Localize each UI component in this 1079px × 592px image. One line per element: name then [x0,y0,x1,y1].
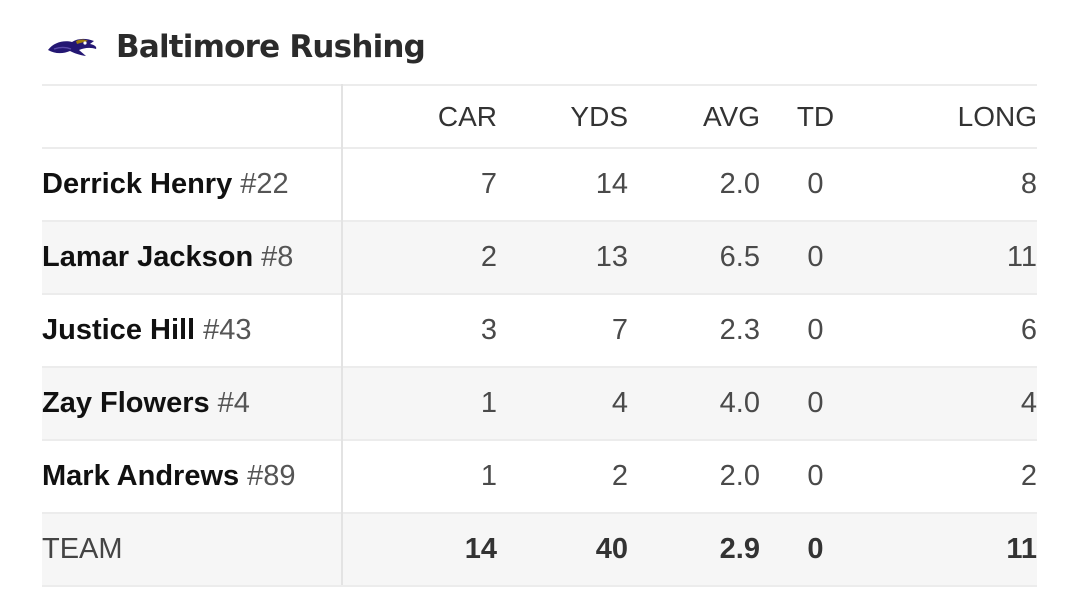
player-name-link[interactable]: Justice Hill [42,314,196,346]
player-cell[interactable]: Derrick Henry #22 [42,147,343,221]
column-header-player [42,84,343,148]
column-header-yds[interactable]: YDS [497,84,628,148]
yds-cell: 14 [497,147,628,221]
player-name-link[interactable]: Derrick Henry [42,168,233,200]
team-long-cell: 11 [847,512,1037,587]
rushing-stats-table: CAR YDS AVG TD LONG Derrick Henry #22 7 1… [42,84,1037,587]
team-td-cell: 0 [760,512,847,587]
car-cell: 3 [342,293,497,367]
column-header-long[interactable]: LONG [847,84,1037,148]
player-number: #8 [261,241,294,273]
td-cell: 0 [760,220,847,294]
td-cell: 0 [760,366,847,440]
player-cell[interactable]: Lamar Jackson #8 [42,220,343,294]
avg-cell: 2.0 [628,147,760,221]
team-total-row: TEAM 14 40 2.9 0 11 [42,512,1037,587]
td-cell: 0 [760,293,847,367]
car-cell: 1 [342,439,497,513]
td-cell: 0 [760,147,847,221]
page-title: Baltimore Rushing [116,29,426,65]
team-avg-cell: 2.9 [628,512,760,587]
table-header-row: CAR YDS AVG TD LONG [42,84,1037,148]
player-name-link[interactable]: Lamar Jackson [42,241,254,273]
car-cell: 1 [342,366,497,440]
avg-cell: 4.0 [628,366,760,440]
yds-cell: 4 [497,366,628,440]
player-number: #89 [247,460,296,492]
team-label: TEAM [42,512,343,587]
avg-cell: 2.0 [628,439,760,513]
column-header-td[interactable]: TD [760,84,847,148]
table-row: Derrick Henry #22 7 14 2.0 0 8 [42,147,1037,221]
long-cell: 11 [847,220,1037,294]
long-cell: 6 [847,293,1037,367]
ravens-logo-icon [48,38,97,56]
long-cell: 2 [847,439,1037,513]
player-cell[interactable]: Justice Hill #43 [42,293,343,367]
table-row: Mark Andrews #89 1 2 2.0 0 2 [42,439,1037,513]
column-header-avg[interactable]: AVG [628,84,760,148]
team-yds-cell: 40 [497,512,628,587]
column-header-car[interactable]: CAR [342,84,497,148]
table-row: Justice Hill #43 3 7 2.3 0 6 [42,293,1037,367]
table-row: Zay Flowers #4 1 4 4.0 0 4 [42,366,1037,440]
player-cell[interactable]: Mark Andrews #89 [42,439,343,513]
player-name-link[interactable]: Mark Andrews [42,460,240,492]
section-header: Baltimore Rushing [46,22,426,72]
yds-cell: 2 [497,439,628,513]
player-cell[interactable]: Zay Flowers #4 [42,366,343,440]
player-number: #22 [240,168,289,200]
car-cell: 7 [342,147,497,221]
yds-cell: 7 [497,293,628,367]
player-number: #43 [203,314,252,346]
player-name-link[interactable]: Zay Flowers [42,387,210,419]
yds-cell: 13 [497,220,628,294]
td-cell: 0 [760,439,847,513]
table-row: Lamar Jackson #8 2 13 6.5 0 11 [42,220,1037,294]
long-cell: 8 [847,147,1037,221]
avg-cell: 2.3 [628,293,760,367]
avg-cell: 6.5 [628,220,760,294]
car-cell: 2 [342,220,497,294]
long-cell: 4 [847,366,1037,440]
player-number: #4 [217,387,250,419]
team-car-cell: 14 [342,512,497,587]
